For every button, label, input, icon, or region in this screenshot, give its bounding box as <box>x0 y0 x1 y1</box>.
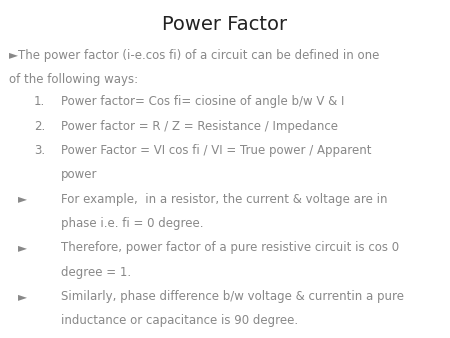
Text: ►: ► <box>18 290 27 303</box>
Text: degree = 1.: degree = 1. <box>61 266 131 279</box>
Text: power: power <box>61 168 97 181</box>
Text: ►The power factor (i-e.cos fi) of a circuit can be defined in one: ►The power factor (i-e.cos fi) of a circ… <box>9 49 379 62</box>
Text: 1.: 1. <box>34 95 45 108</box>
Text: phase i.e. fi = 0 degree.: phase i.e. fi = 0 degree. <box>61 217 203 230</box>
Text: Similarly, phase difference b/w voltage & currentin a pure: Similarly, phase difference b/w voltage … <box>61 290 404 303</box>
Text: ►: ► <box>18 241 27 254</box>
Text: 2.: 2. <box>34 120 45 132</box>
Text: Power Factor: Power Factor <box>162 15 288 34</box>
Text: Power Factor = VI cos fi / VI = True power / Apparent: Power Factor = VI cos fi / VI = True pow… <box>61 144 371 157</box>
Text: Power factor = R / Z = Resistance / Impedance: Power factor = R / Z = Resistance / Impe… <box>61 120 338 132</box>
Text: Therefore, power factor of a pure resistive circuit is cos 0: Therefore, power factor of a pure resist… <box>61 241 399 254</box>
Text: For example,  in a resistor, the current & voltage are in: For example, in a resistor, the current … <box>61 193 387 206</box>
Text: of the following ways:: of the following ways: <box>9 73 138 86</box>
Text: Power factor= Cos fi= ciosine of angle b/w V & I: Power factor= Cos fi= ciosine of angle b… <box>61 95 344 108</box>
Text: 3.: 3. <box>34 144 45 157</box>
Text: ►: ► <box>18 193 27 206</box>
Text: inductance or capacitance is 90 degree.: inductance or capacitance is 90 degree. <box>61 314 298 327</box>
